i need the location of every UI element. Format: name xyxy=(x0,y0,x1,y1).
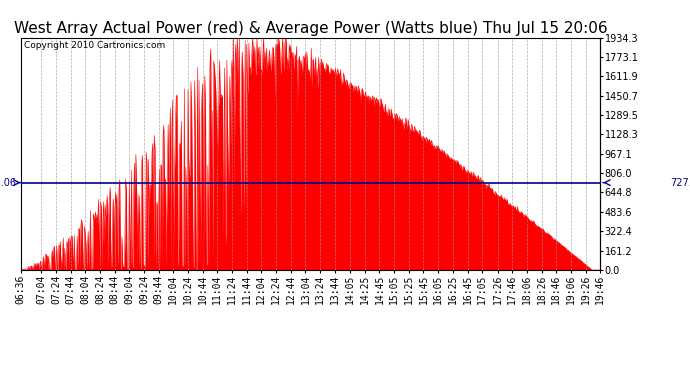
Text: Copyright 2010 Cartronics.com: Copyright 2010 Cartronics.com xyxy=(23,41,165,50)
Text: 727.06: 727.06 xyxy=(670,178,690,188)
Text: 727.06: 727.06 xyxy=(0,178,17,188)
Title: West Array Actual Power (red) & Average Power (Watts blue) Thu Jul 15 20:06: West Array Actual Power (red) & Average … xyxy=(14,21,607,36)
